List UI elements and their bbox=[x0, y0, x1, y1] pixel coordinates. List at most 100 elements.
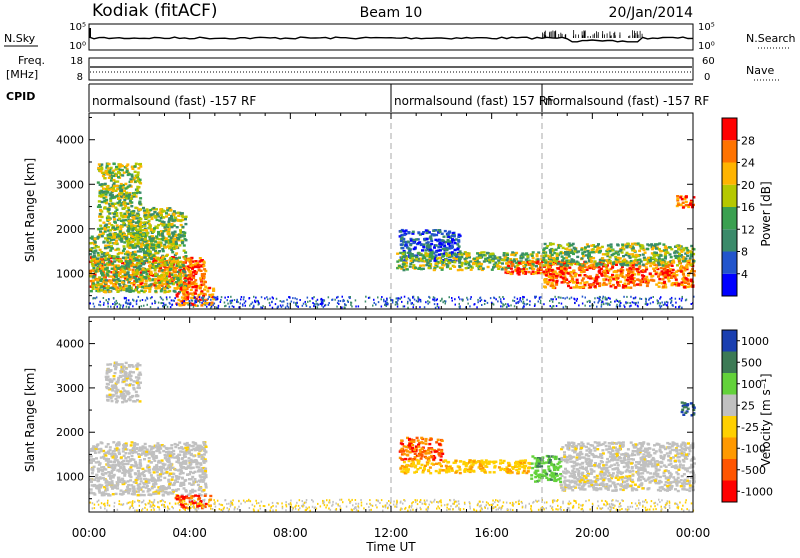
data-cell bbox=[312, 298, 314, 300]
data-cell bbox=[227, 296, 229, 298]
data-cell bbox=[429, 301, 431, 303]
data-cell bbox=[249, 305, 251, 307]
data-cell bbox=[381, 298, 383, 300]
data-cell bbox=[586, 250, 589, 252]
data-cell bbox=[100, 227, 103, 229]
data-cell bbox=[107, 215, 110, 217]
data-cell bbox=[417, 252, 420, 254]
data-cell bbox=[103, 304, 105, 306]
data-cell bbox=[629, 257, 632, 259]
data-cell bbox=[112, 175, 115, 177]
data-cell bbox=[675, 298, 677, 300]
data-cell bbox=[454, 249, 457, 251]
data-cell bbox=[146, 297, 148, 299]
data-cell bbox=[133, 177, 136, 179]
data-cell bbox=[549, 251, 552, 253]
data-cell bbox=[197, 266, 200, 268]
data-cell bbox=[628, 270, 631, 272]
data-cell bbox=[253, 296, 255, 298]
data-cell bbox=[158, 302, 160, 304]
data-cell bbox=[89, 242, 92, 244]
data-cell bbox=[534, 303, 536, 305]
data-cell bbox=[144, 229, 147, 231]
data-cell bbox=[641, 274, 644, 276]
colorbar-tick-label: 20 bbox=[741, 179, 755, 192]
data-cell bbox=[580, 248, 583, 250]
freq-left-tick-bottom: 8 bbox=[77, 72, 83, 83]
data-cell bbox=[627, 243, 630, 245]
data-cell bbox=[428, 267, 431, 269]
data-cell bbox=[405, 265, 408, 267]
data-cell bbox=[675, 279, 678, 281]
data-cell bbox=[172, 243, 175, 245]
data-cell bbox=[199, 296, 201, 298]
noise-right-tick-bottom: 10⁰ bbox=[698, 41, 715, 52]
data-cell bbox=[562, 297, 564, 299]
data-cell bbox=[132, 264, 135, 266]
data-cell bbox=[675, 257, 678, 259]
data-cell bbox=[425, 259, 428, 261]
data-cell bbox=[116, 224, 119, 226]
data-cell bbox=[200, 259, 203, 261]
colorbar-tick-label: 16 bbox=[741, 201, 755, 214]
data-cell bbox=[430, 243, 433, 245]
data-cell bbox=[516, 270, 519, 272]
data-cell bbox=[523, 296, 525, 298]
data-cell bbox=[452, 300, 454, 302]
data-cell bbox=[412, 231, 415, 233]
data-cell bbox=[439, 249, 442, 251]
data-cell bbox=[171, 220, 174, 222]
data-cell bbox=[578, 267, 581, 269]
data-cell bbox=[142, 222, 145, 224]
data-cell bbox=[504, 268, 507, 270]
data-cell bbox=[280, 300, 282, 302]
data-cell bbox=[631, 274, 634, 276]
data-cell bbox=[262, 305, 264, 307]
data-cell bbox=[183, 271, 186, 273]
colorbar-segment bbox=[722, 118, 737, 140]
data-cell bbox=[126, 163, 129, 165]
data-cell bbox=[525, 258, 528, 260]
data-cell bbox=[655, 252, 658, 254]
data-cell bbox=[442, 248, 445, 250]
data-cell bbox=[605, 283, 608, 285]
data-cell bbox=[504, 257, 507, 259]
data-cell bbox=[531, 255, 534, 257]
data-cell bbox=[91, 285, 94, 287]
data-cell bbox=[129, 289, 132, 291]
data-cell bbox=[562, 257, 565, 259]
data-cell bbox=[113, 196, 116, 198]
data-cell bbox=[657, 262, 660, 264]
data-cell bbox=[521, 270, 524, 272]
data-cell bbox=[624, 283, 627, 285]
data-cell bbox=[123, 271, 126, 273]
data-cell bbox=[486, 252, 489, 254]
data-cell bbox=[142, 263, 145, 265]
data-cell bbox=[578, 274, 581, 276]
data-cell bbox=[607, 262, 610, 264]
data-cell bbox=[152, 247, 155, 249]
data-cell bbox=[176, 278, 179, 280]
data-cell bbox=[567, 285, 570, 287]
data-cell bbox=[210, 299, 212, 301]
data-cell bbox=[95, 264, 98, 266]
data-cell bbox=[156, 258, 159, 260]
data-cell bbox=[580, 271, 583, 273]
data-cell bbox=[481, 299, 483, 301]
data-cell bbox=[125, 171, 128, 173]
data-cell bbox=[607, 304, 609, 306]
data-cell bbox=[108, 261, 111, 263]
data-cell bbox=[169, 239, 172, 241]
data-cell bbox=[569, 274, 572, 276]
data-cell bbox=[107, 270, 110, 272]
data-cell bbox=[269, 298, 271, 300]
data-cell bbox=[609, 256, 612, 258]
data-cell bbox=[153, 215, 156, 217]
data-cell bbox=[412, 297, 414, 299]
data-cell bbox=[420, 300, 422, 302]
data-cell bbox=[355, 306, 357, 308]
data-cell bbox=[566, 253, 569, 255]
data-cell bbox=[113, 185, 116, 187]
data-cell bbox=[456, 243, 459, 245]
data-cell bbox=[597, 297, 599, 299]
